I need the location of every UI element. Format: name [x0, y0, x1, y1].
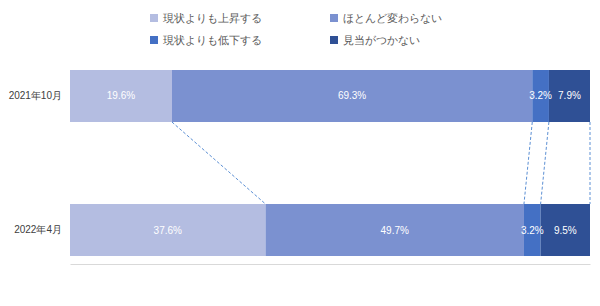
legend-swatch — [150, 36, 158, 44]
data-labels: 19.6% 37.6% 69.3% 49.7% 3.2% 3.2% 7.9% 9.5% — [107, 90, 581, 235]
y-tick-label: 2021年10月 — [9, 90, 62, 101]
connector-line — [590, 122, 591, 204]
legend-label: 現状よりも上昇する — [163, 12, 262, 25]
bar-segment — [549, 70, 590, 122]
data-label: 37.6% — [154, 225, 182, 236]
data-label: 69.3% — [338, 90, 366, 101]
legend-swatch — [330, 36, 338, 44]
y-axis: 2021年10月 2022年4月 — [9, 90, 70, 235]
chart: 19.6% 37.6% 69.3% 49.7% 3.2% 3.2% 7.9% 9.5% 2021… — [0, 0, 600, 306]
connector-line — [541, 122, 549, 204]
legend-label: 見当がつかない — [343, 34, 420, 46]
bar-segment — [70, 70, 172, 122]
legend: 現状よりも上昇する ほとんど変わらない現状よりも低下する 見当がつかない — [150, 12, 442, 47]
y-tick: 2021年10月 — [9, 90, 70, 101]
legend-swatch — [150, 14, 158, 22]
connector-line — [524, 122, 532, 204]
legend-label: ほとんど変わらない — [343, 12, 442, 24]
x-axis-line — [71, 264, 591, 265]
bar-segment — [541, 204, 590, 256]
data-label: 7.9% — [558, 90, 581, 101]
x-axis — [71, 264, 591, 265]
data-label: 3.2% — [521, 225, 544, 236]
y-tick-label: 2022年4月 — [14, 224, 62, 235]
data-label: 19.6% — [107, 90, 135, 101]
connector-line — [172, 122, 266, 204]
legend-swatch — [330, 14, 338, 22]
connectors — [172, 122, 590, 204]
y-tick: 2022年4月 — [14, 224, 70, 235]
data-label: 49.7% — [381, 225, 409, 236]
data-label: 3.2% — [529, 90, 552, 101]
legend-label: 現状よりも低下する — [163, 34, 262, 47]
data-label: 9.5% — [554, 225, 577, 236]
bar-segment — [172, 70, 532, 122]
bars — [70, 70, 590, 256]
bar-segment — [266, 204, 524, 256]
bar-segment — [70, 204, 266, 256]
